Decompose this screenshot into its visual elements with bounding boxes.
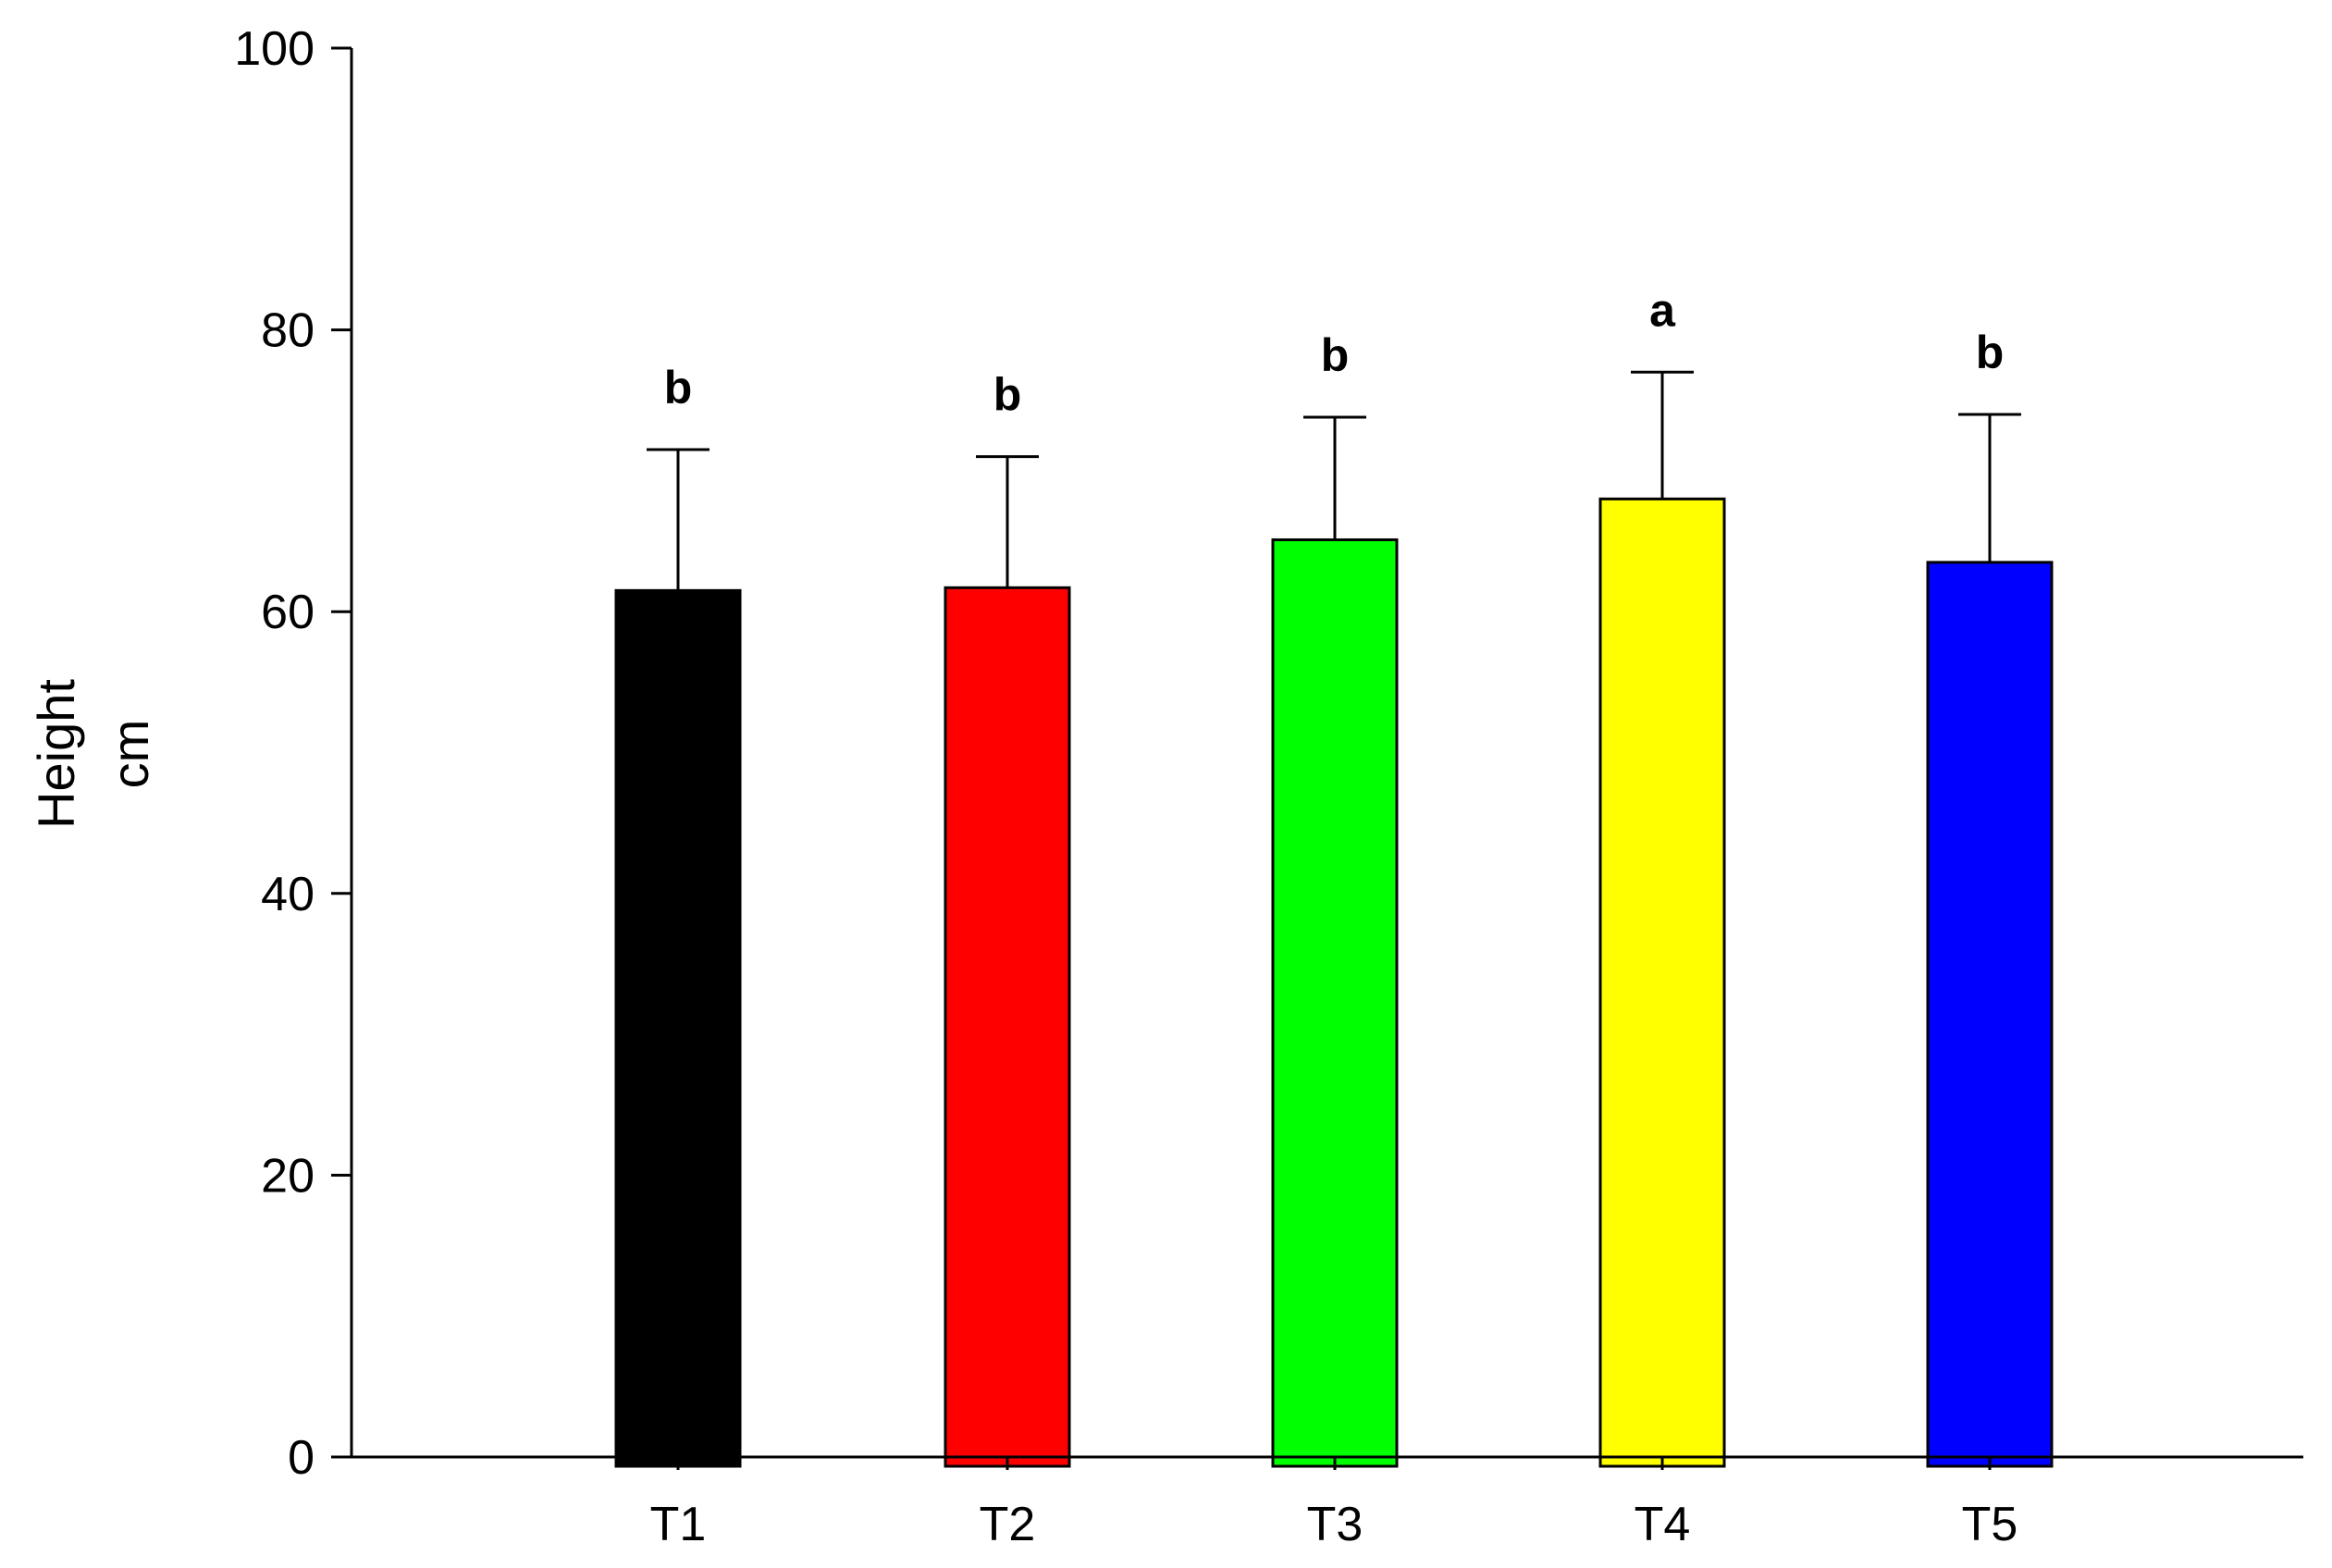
significance-label-t4: a [1649,284,1676,336]
y-axis-label-line1: Height [27,679,85,829]
bar-t5 [1926,561,2054,1468]
plot-area: b T1 b T2 b T3 a T4 b T5 0 20 40 60 80 100 [234,22,2303,1551]
y-tick-label-20: 20 [261,1149,315,1203]
y-tick-label-40: 40 [261,868,315,921]
significance-label-t3: b [1321,329,1350,381]
y-tick-label-60: 60 [261,586,315,639]
significance-label-t2: b [993,369,1022,421]
x-tick-label-t1: T1 [650,1498,707,1551]
significance-label-t5: b [1976,327,2005,378]
bar-t3 [1271,538,1399,1468]
y-tick-label-100: 100 [234,22,315,76]
y-axis-label: Height cm [27,679,159,829]
x-tick-label-t4: T4 [1635,1498,1691,1551]
bar-t4 [1598,497,1726,1468]
y-tick-label-80: 80 [261,304,315,358]
y-axis-label-line2: cm [101,720,159,789]
bar-t2 [944,586,1071,1468]
bar-t1 [614,588,742,1468]
x-tick-label-t2: T2 [980,1498,1036,1551]
significance-label-t1: b [664,362,693,414]
y-tick-label-0: 0 [288,1431,315,1485]
x-tick-label-t3: T3 [1307,1498,1363,1551]
x-tick-label-t5: T5 [1962,1498,2018,1551]
